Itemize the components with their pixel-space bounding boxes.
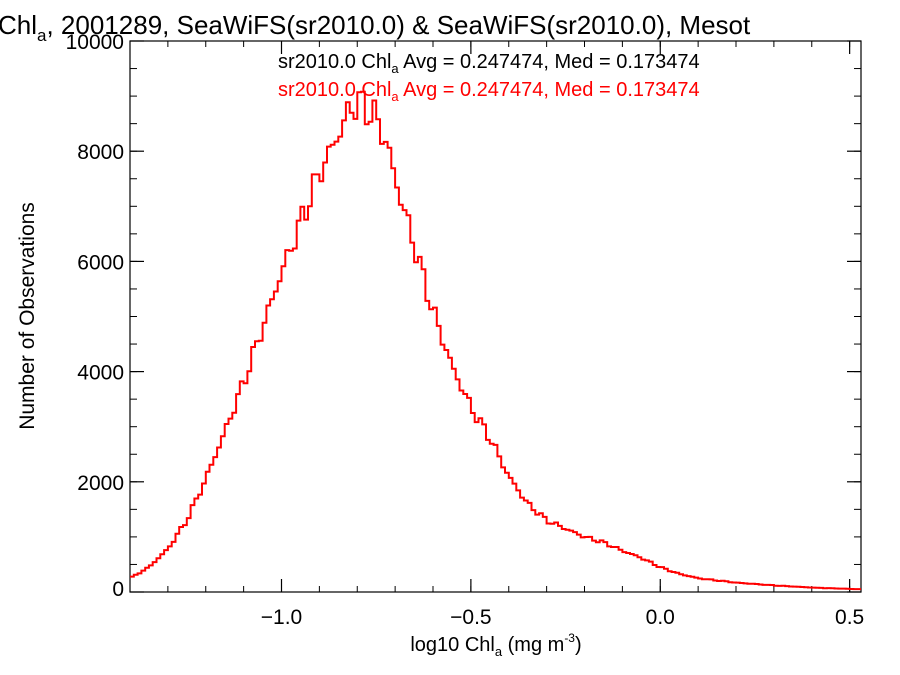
- plot-frame: [129, 40, 862, 593]
- x-tick-label: −0.5: [450, 606, 491, 629]
- y-axis-label: Number of Observations: [16, 202, 39, 430]
- x-axis-label: log10 Chla (mg m-3): [410, 631, 581, 659]
- y-tick-label: 0: [112, 578, 124, 601]
- y-tick-label: 4000: [77, 362, 124, 385]
- chart-title: Chla, 2001289, SeaWiFS(sr2010.0) & SeaWi…: [0, 10, 751, 45]
- y-tick-label: 8000: [77, 141, 124, 164]
- y-tick-label: 2000: [77, 472, 124, 495]
- y-tick-label: 6000: [77, 251, 124, 274]
- x-tick-label: 0.0: [646, 606, 675, 629]
- y-tick-labels: 0 2000 4000 6000 8000 10000: [66, 31, 124, 601]
- x-tick-labels: −1.0 −0.5 0.0 0.5: [261, 606, 864, 629]
- stats-line-black: sr2010.0 Chla Avg = 0.247474, Med = 0.17…: [278, 51, 700, 76]
- histogram-series-line: [130, 90, 861, 591]
- axis-ticks: [129, 40, 861, 593]
- stats-line-red: sr2010.0 Chla Avg = 0.247474, Med = 0.17…: [278, 79, 700, 104]
- x-tick-label: −1.0: [261, 606, 302, 629]
- y-tick-label: 10000: [66, 31, 124, 54]
- x-tick-label: 0.5: [835, 606, 864, 629]
